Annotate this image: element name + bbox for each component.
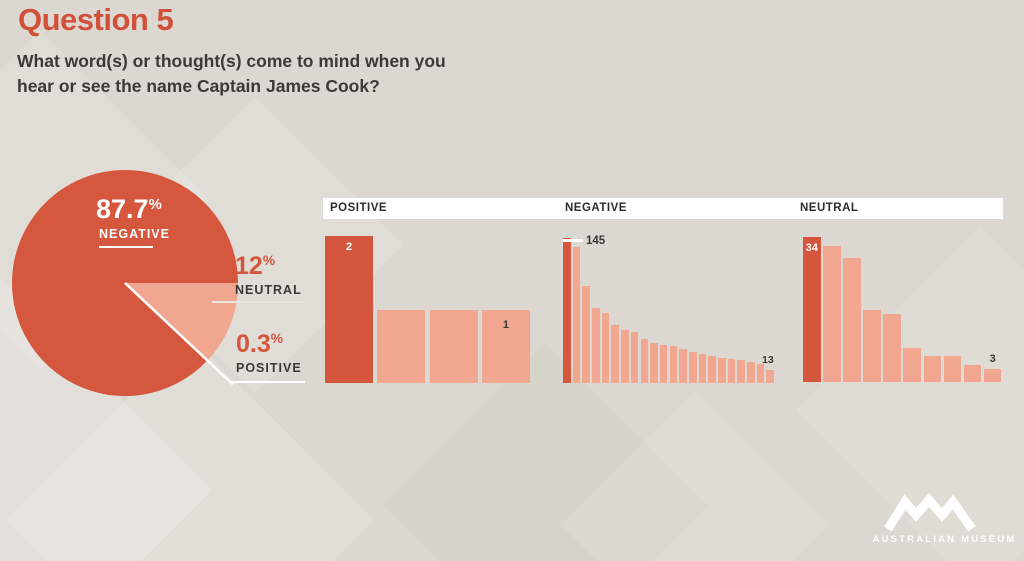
bar	[601, 313, 610, 383]
bar	[747, 362, 755, 383]
sentiment-pie-chart	[12, 170, 239, 396]
bar	[611, 325, 620, 383]
bar	[669, 346, 678, 383]
bar: 1	[481, 309, 530, 383]
question-text: What word(s) or thought(s) come to mind …	[17, 49, 446, 99]
neutral-leader-line	[212, 301, 305, 303]
neutral-percentage: 12%	[235, 252, 275, 281]
question-line-1: What word(s) or thought(s) come to mind …	[17, 51, 446, 71]
bar	[679, 349, 687, 383]
bar	[688, 352, 697, 383]
negative-bar-chart: 145 13	[563, 235, 776, 383]
bar	[377, 309, 426, 383]
bar	[698, 354, 707, 383]
bar	[943, 356, 962, 382]
australian-museum-logo-icon	[884, 493, 976, 532]
percent-sign: %	[270, 331, 283, 346]
neutral-chart-header: NEUTRAL	[800, 202, 859, 214]
last-bar-value-label: 1	[502, 318, 509, 331]
first-bar-value-label: 34	[805, 242, 818, 254]
negative-underline	[99, 246, 153, 248]
first-bar-value-label: 145	[586, 235, 606, 247]
positive-slice-label: POSITIVE	[236, 361, 302, 375]
bar	[429, 309, 478, 383]
bar	[903, 347, 922, 382]
positive-chart-header: POSITIVE	[330, 202, 388, 214]
bar	[737, 360, 745, 383]
bar	[592, 308, 600, 383]
bar	[883, 313, 901, 382]
bar	[621, 330, 629, 383]
bar	[923, 356, 942, 382]
last-bar-value-label: 13	[762, 354, 774, 366]
negative-percentage-value: 87.7	[96, 194, 149, 224]
chart-header-strip: POSITIVE NEGATIVE NEUTRAL	[323, 198, 1003, 219]
bar	[727, 359, 736, 383]
bar	[563, 238, 571, 383]
bar	[863, 309, 881, 382]
bar	[582, 286, 590, 383]
percent-sign: %	[262, 253, 276, 268]
negative-chart-header: NEGATIVE	[565, 202, 627, 214]
bar	[708, 356, 716, 383]
bar	[659, 345, 668, 383]
neutral-slice-label: NEUTRAL	[235, 283, 302, 297]
bar: 13	[762, 354, 775, 383]
first-bar-value-label: 2	[345, 241, 353, 253]
bar: 2	[325, 236, 373, 383]
bar: 34	[803, 237, 821, 382]
australian-museum-logo-text: AUSTRALIAN MUSEUM	[872, 534, 1017, 545]
bar	[640, 339, 649, 383]
bar: 3	[983, 353, 1002, 382]
question-line-2: hear or see the name Captain James Cook?	[17, 76, 380, 96]
positive-percentage: 0.3%	[236, 330, 283, 359]
bar	[963, 364, 982, 382]
bar	[572, 247, 581, 383]
negative-percentage: 87.7%	[96, 194, 162, 225]
bar	[843, 258, 861, 382]
negative-slice-label: NEGATIVE	[99, 227, 170, 241]
positive-percentage-value: 0.3	[236, 330, 271, 358]
bar	[756, 364, 765, 383]
last-bar-value-label: 3	[989, 353, 996, 366]
bar	[650, 343, 658, 383]
page-title: Question 5	[18, 2, 174, 37]
pie-neutral-slice	[125, 283, 239, 361]
bar	[718, 358, 726, 383]
neutral-bar-chart: 34 3	[803, 237, 1003, 382]
percent-sign: %	[148, 197, 162, 213]
neutral-percentage-value: 12	[235, 252, 263, 280]
leader-tick	[563, 239, 583, 242]
positive-underline	[229, 381, 305, 383]
bar	[630, 332, 639, 383]
pie-positive-divider-line	[124, 282, 234, 386]
bar	[823, 245, 841, 382]
